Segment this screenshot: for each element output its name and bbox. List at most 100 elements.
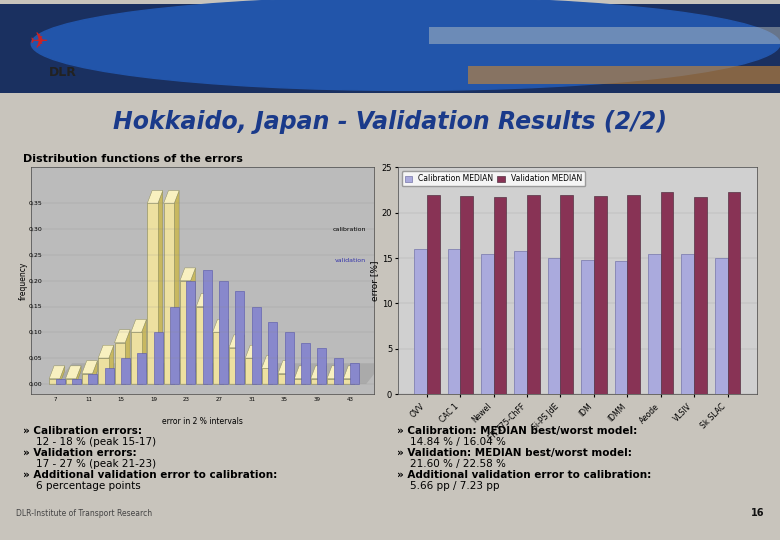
Bar <box>682 254 694 394</box>
Polygon shape <box>131 320 147 332</box>
FancyBboxPatch shape <box>66 379 76 384</box>
Circle shape <box>31 0 780 90</box>
FancyBboxPatch shape <box>72 379 81 384</box>
Text: validation: validation <box>335 258 367 262</box>
Text: DLR-Institute of Transport Research: DLR-Institute of Transport Research <box>16 509 152 518</box>
Polygon shape <box>190 268 196 384</box>
Bar <box>460 197 473 394</box>
Y-axis label: error [%]: error [%] <box>370 261 379 301</box>
Polygon shape <box>49 366 65 379</box>
Polygon shape <box>294 366 310 379</box>
FancyBboxPatch shape <box>105 368 114 384</box>
Text: 12 - 18 % (peak 15-17): 12 - 18 % (peak 15-17) <box>23 437 156 447</box>
Text: Hokkaido, Japan - Validation Results (2/2): Hokkaido, Japan - Validation Results (2/… <box>113 110 667 133</box>
Polygon shape <box>305 366 310 384</box>
FancyBboxPatch shape <box>350 363 359 384</box>
Text: 17 - 27 % (peak 21-23): 17 - 27 % (peak 21-23) <box>23 459 156 469</box>
FancyBboxPatch shape <box>268 322 277 384</box>
Polygon shape <box>125 330 130 384</box>
Bar <box>527 194 540 394</box>
FancyBboxPatch shape <box>137 353 147 384</box>
FancyBboxPatch shape <box>203 271 212 384</box>
FancyBboxPatch shape <box>213 332 223 384</box>
Text: 0,10: 0,10 <box>29 330 43 335</box>
Text: 11: 11 <box>85 397 92 402</box>
FancyBboxPatch shape <box>236 291 244 384</box>
FancyBboxPatch shape <box>186 281 196 384</box>
Bar <box>468 66 780 84</box>
Polygon shape <box>239 335 244 384</box>
FancyBboxPatch shape <box>55 379 65 384</box>
Bar <box>715 258 728 394</box>
Polygon shape <box>180 268 196 281</box>
Text: 16: 16 <box>751 508 764 518</box>
Text: 7: 7 <box>54 397 58 402</box>
Polygon shape <box>256 345 261 384</box>
Polygon shape <box>213 320 228 332</box>
Bar <box>481 254 494 394</box>
Polygon shape <box>278 361 293 374</box>
Polygon shape <box>109 345 114 384</box>
Bar <box>429 26 780 44</box>
Text: calibration: calibration <box>333 227 367 232</box>
Polygon shape <box>343 366 359 379</box>
Polygon shape <box>158 191 163 384</box>
Text: frequency: frequency <box>19 261 27 300</box>
FancyBboxPatch shape <box>317 348 326 384</box>
Text: 14.84 % / 16.04 %: 14.84 % / 16.04 % <box>398 437 506 447</box>
Text: DLR: DLR <box>48 66 76 79</box>
FancyBboxPatch shape <box>219 281 228 384</box>
FancyBboxPatch shape <box>252 307 261 384</box>
Polygon shape <box>147 191 163 204</box>
Polygon shape <box>245 345 261 358</box>
Polygon shape <box>115 330 130 343</box>
Polygon shape <box>321 366 326 384</box>
FancyBboxPatch shape <box>121 358 130 384</box>
Text: » Calibration errors:: » Calibration errors: <box>23 426 142 436</box>
Bar <box>661 192 673 394</box>
Text: ✈: ✈ <box>30 32 48 53</box>
FancyBboxPatch shape <box>154 332 163 384</box>
FancyBboxPatch shape <box>343 379 354 384</box>
Bar <box>728 192 740 394</box>
Polygon shape <box>164 191 179 204</box>
FancyBboxPatch shape <box>261 368 272 384</box>
Polygon shape <box>174 191 179 384</box>
Text: 35: 35 <box>281 397 288 402</box>
Text: 23: 23 <box>183 397 190 402</box>
FancyBboxPatch shape <box>170 307 179 384</box>
Text: » Validation: MEDIAN best/worst model:: » Validation: MEDIAN best/worst model: <box>398 448 633 458</box>
Bar <box>694 197 707 394</box>
FancyBboxPatch shape <box>115 343 125 384</box>
Polygon shape <box>229 335 244 348</box>
Polygon shape <box>354 366 359 384</box>
Text: error in 2 % intervals: error in 2 % intervals <box>162 417 243 427</box>
Polygon shape <box>82 361 98 374</box>
Bar <box>648 254 661 394</box>
Text: Distribution functions of the errors: Distribution functions of the errors <box>23 154 243 164</box>
Polygon shape <box>93 361 98 384</box>
Polygon shape <box>60 366 65 384</box>
Polygon shape <box>223 320 228 384</box>
Bar <box>494 197 506 394</box>
Polygon shape <box>197 294 212 307</box>
FancyBboxPatch shape <box>98 358 109 384</box>
FancyBboxPatch shape <box>245 358 256 384</box>
Bar <box>427 194 439 394</box>
Text: 19: 19 <box>151 397 158 402</box>
Polygon shape <box>261 355 277 368</box>
FancyBboxPatch shape <box>180 281 190 384</box>
FancyBboxPatch shape <box>88 374 98 384</box>
FancyBboxPatch shape <box>310 379 321 384</box>
Bar <box>594 197 607 394</box>
Polygon shape <box>327 366 342 379</box>
Text: » Additional validation error to calibration:: » Additional validation error to calibra… <box>398 470 652 480</box>
FancyBboxPatch shape <box>82 374 93 384</box>
Bar <box>548 258 561 394</box>
Text: » Additional validation error to calibration:: » Additional validation error to calibra… <box>23 470 278 480</box>
Polygon shape <box>272 355 277 384</box>
FancyBboxPatch shape <box>131 332 141 384</box>
Bar <box>581 260 594 394</box>
FancyBboxPatch shape <box>327 379 338 384</box>
Text: 21.60 % / 22.58 %: 21.60 % / 22.58 % <box>398 459 506 469</box>
